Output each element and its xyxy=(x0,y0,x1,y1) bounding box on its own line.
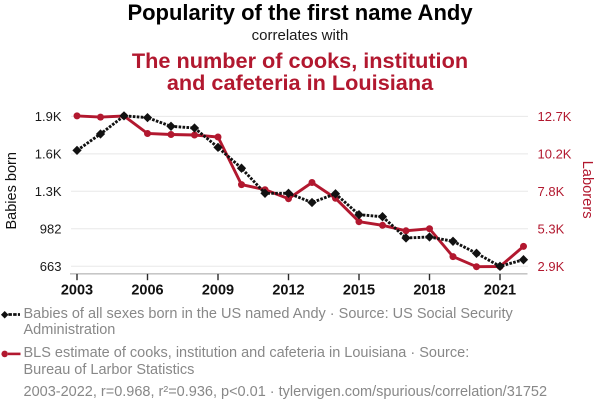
svg-text:5.3K: 5.3K xyxy=(538,221,565,236)
svg-text:1.9K: 1.9K xyxy=(35,109,62,124)
svg-text:2006: 2006 xyxy=(131,283,163,299)
svg-text:7.8K: 7.8K xyxy=(538,184,565,199)
svg-text:2003: 2003 xyxy=(61,283,93,299)
svg-text:663: 663 xyxy=(40,259,62,274)
svg-text:1.6K: 1.6K xyxy=(35,147,62,162)
svg-text:Babies born: Babies born xyxy=(4,152,20,229)
svg-text:2.9K: 2.9K xyxy=(538,259,565,274)
svg-text:2018: 2018 xyxy=(413,283,445,299)
svg-text:12.7K: 12.7K xyxy=(538,109,572,124)
svg-text:Laborers: Laborers xyxy=(579,161,595,219)
svg-text:2009: 2009 xyxy=(202,283,234,299)
svg-text:10.2K: 10.2K xyxy=(538,147,572,162)
svg-text:982: 982 xyxy=(40,221,62,236)
svg-text:2015: 2015 xyxy=(343,283,375,299)
svg-text:2021: 2021 xyxy=(484,283,516,299)
svg-text:2012: 2012 xyxy=(272,283,304,299)
svg-text:1.3K: 1.3K xyxy=(35,184,62,199)
